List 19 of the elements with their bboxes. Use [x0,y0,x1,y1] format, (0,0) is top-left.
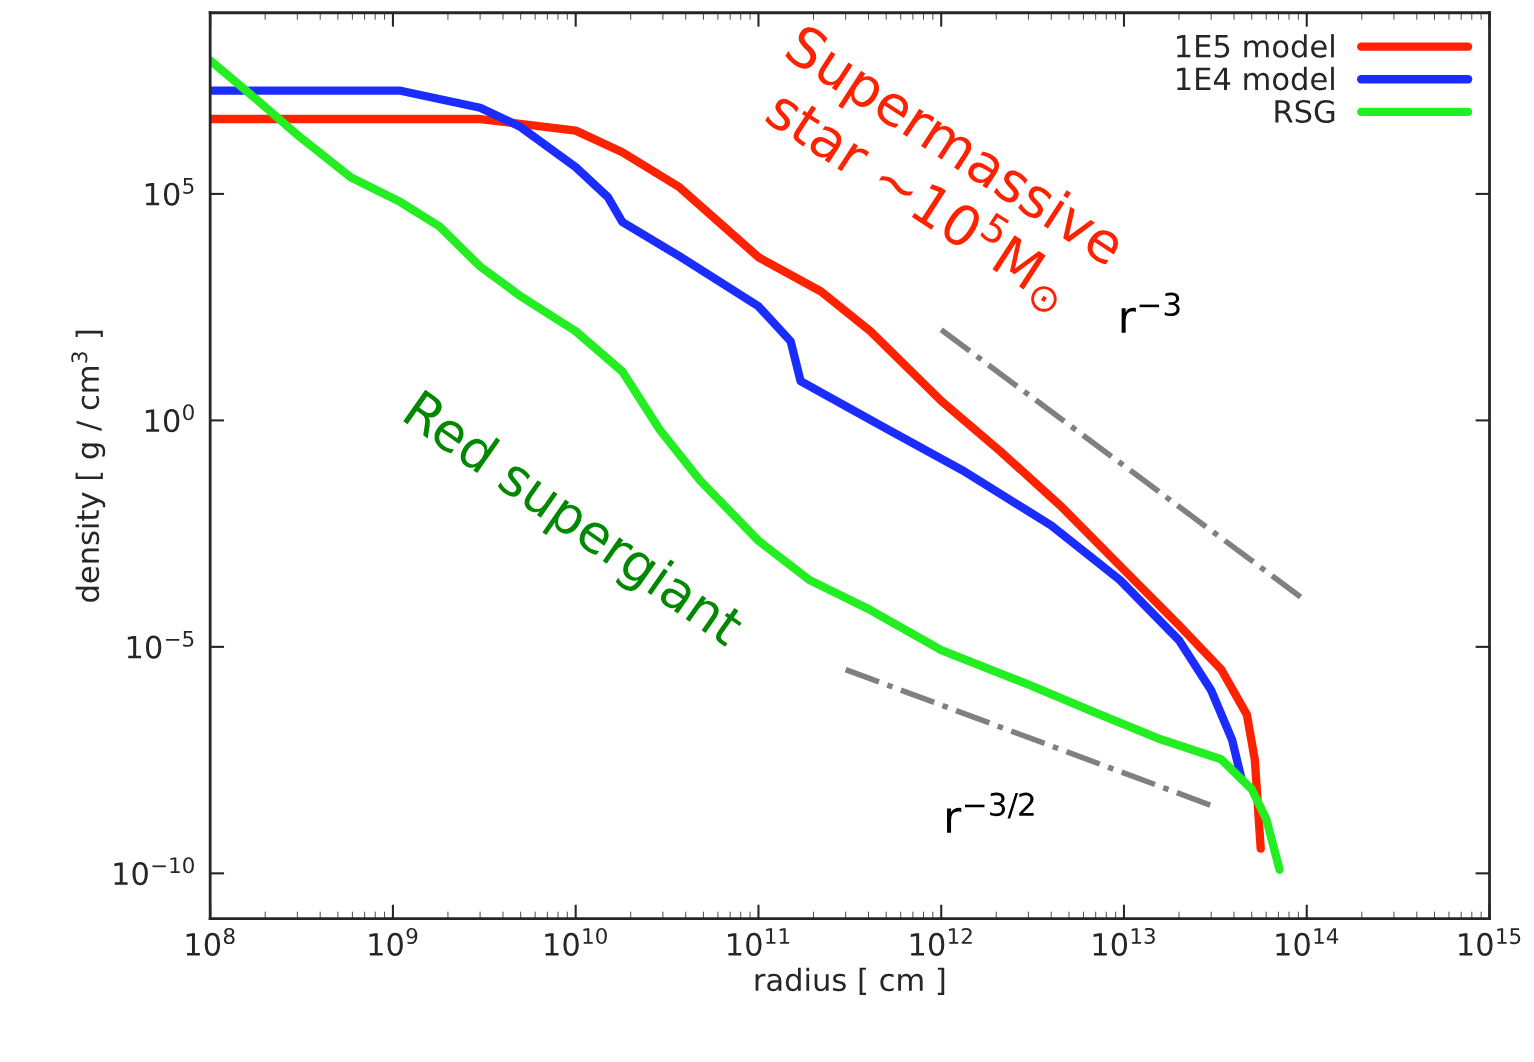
x-tick-label: 10$^{13}$ [1093,927,1155,956]
legend-label: 1E4 model [1177,66,1334,91]
x-axis-title: radius [ cm ] [755,967,945,995]
y-tick-label: 10$^{0}$ [145,404,194,433]
y-axis-title: density [ g / cm$^{3}$ ] [71,330,106,602]
legend-label: 1E5 model [1177,34,1334,58]
y-tick-label: 10$^{−10}$ [114,857,194,886]
x-tick-label: 10$^{8}$ [186,927,235,956]
annotation: r$^{−3}$ [1121,292,1180,333]
annotation: r$^{−3/2}$ [947,792,1034,833]
x-tick-label: 10$^{11}$ [728,928,790,956]
x-tick-label: 10$^{15}$ [1459,928,1521,956]
y-tick-label: 10$^{5}$ [145,178,194,206]
x-tick-label: 10$^{9}$ [369,927,418,956]
y-tick-label: 10$^{−5}$ [127,630,194,659]
legend-label: RSG [1275,99,1335,124]
x-tick-label: 10$^{10}$ [545,927,607,956]
x-tick-label: 10$^{12}$ [910,927,972,956]
x-tick-label: 10$^{14}$ [1276,928,1339,956]
